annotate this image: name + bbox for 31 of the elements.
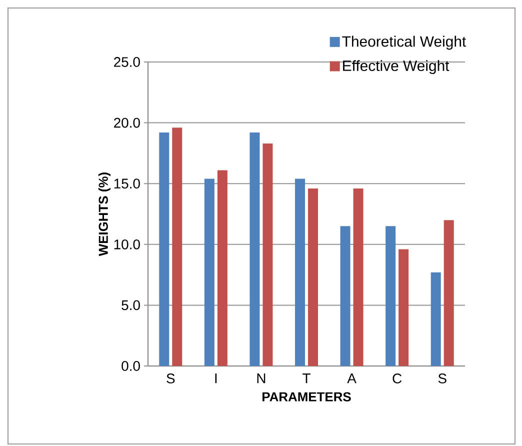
- bar: [386, 226, 396, 366]
- x-tick-label: C: [392, 374, 402, 384]
- y-tick-label: 25.0: [114, 57, 140, 67]
- x-tick-label: T: [302, 374, 310, 384]
- bar: [172, 128, 182, 366]
- bar: [262, 143, 273, 366]
- bar: [430, 272, 441, 366]
- bar: [340, 226, 350, 366]
- bar: [295, 178, 305, 366]
- legend-label: Theoretical Weight: [342, 36, 466, 50]
- y-tick-label: 0.0: [122, 361, 140, 371]
- legend-label: Effective Weight: [343, 60, 450, 74]
- bar: [308, 188, 318, 366]
- x-tick-label: S: [438, 374, 446, 384]
- y-tick-label: 20.0: [114, 118, 140, 128]
- bar: [204, 178, 214, 366]
- x-tick-label: I: [215, 374, 217, 384]
- x-tick-label: A: [347, 374, 356, 384]
- x-tick-label: S: [166, 374, 175, 384]
- bar: [217, 170, 228, 366]
- bar: [444, 220, 454, 366]
- bar: [398, 249, 409, 366]
- y-tick-label: 5.0: [122, 300, 140, 310]
- bar: [250, 132, 260, 366]
- y-axis-title: WEIGHTS (%): [98, 172, 110, 256]
- bar: [353, 188, 364, 366]
- bar: [159, 132, 170, 366]
- x-tick-label: N: [257, 374, 266, 384]
- y-tick-label: 10.0: [114, 239, 140, 250]
- x-axis-title: PARAMETERS: [262, 392, 351, 402]
- y-tick-label: 15.0: [114, 178, 140, 189]
